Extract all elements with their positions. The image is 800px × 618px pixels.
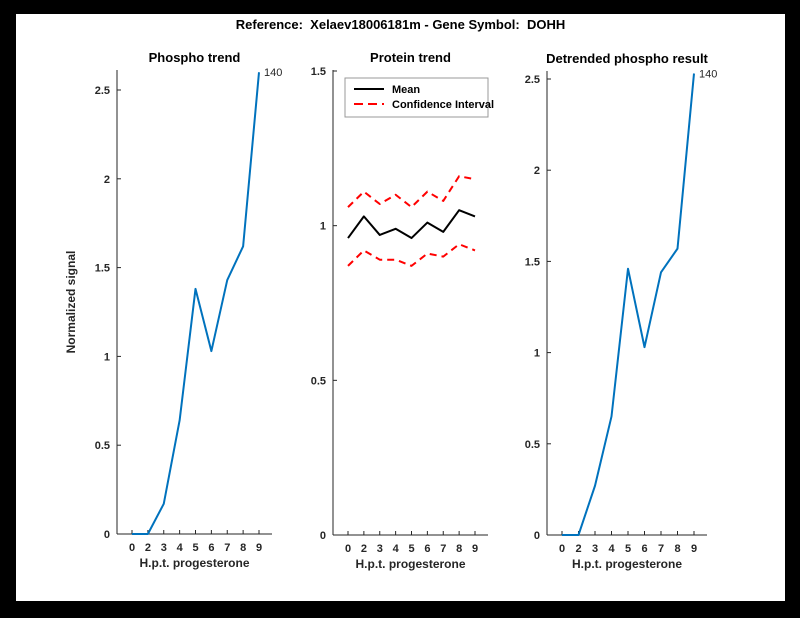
x-tick-label: 4 xyxy=(608,543,615,555)
x-tick-label: 9 xyxy=(472,543,478,555)
x-tick-label: 6 xyxy=(641,543,647,555)
series-line-detrended-phospho-signal xyxy=(562,73,695,536)
y-tick-label: 1 xyxy=(104,351,110,363)
x-tick-label: 3 xyxy=(592,543,598,555)
x-tick-label: 6 xyxy=(208,542,214,554)
x-tick-label: 5 xyxy=(625,543,631,555)
y-tick-label: 2 xyxy=(104,174,110,186)
line-end-annotation: 140 xyxy=(699,69,717,81)
y-tick-label: 0.5 xyxy=(525,439,540,451)
y-tick-label: 2 xyxy=(534,165,540,177)
y-tick-label: 1.5 xyxy=(311,66,326,78)
x-tick-label: 7 xyxy=(224,542,230,554)
x-tick-label: 7 xyxy=(440,543,446,555)
y-tick-label: 2.5 xyxy=(525,74,540,86)
x-tick-label: 2 xyxy=(145,542,151,554)
x-tick-label: 0 xyxy=(345,543,351,555)
y-tick-label: 0 xyxy=(320,530,326,542)
x-tick-label: 7 xyxy=(658,543,664,555)
x-tick-label: 0 xyxy=(559,543,565,555)
x-tick-label: 6 xyxy=(424,543,430,555)
series-line-mean xyxy=(347,209,476,240)
x-tick-label: 8 xyxy=(674,543,680,555)
x-tick-label: 2 xyxy=(361,543,367,555)
y-tick-label: 1 xyxy=(534,348,540,360)
series-line-phospho-signal xyxy=(132,72,260,535)
subplot-title: Phospho trend xyxy=(149,50,241,65)
series-line-confidence-interval-upper xyxy=(347,175,476,209)
x-tick-label: 3 xyxy=(377,543,383,555)
subplot-title: Detrended phospho result xyxy=(546,51,708,66)
y-tick-label: 1.5 xyxy=(525,256,540,268)
x-axis-label: H.p.t. progesterone xyxy=(355,557,465,571)
legend-label: Mean xyxy=(392,84,420,96)
x-tick-label: 4 xyxy=(177,542,184,554)
y-tick-label: 2.5 xyxy=(95,85,110,97)
x-tick-label: 2 xyxy=(575,543,581,555)
subplot-title: Protein trend xyxy=(370,50,451,65)
x-tick-label: 5 xyxy=(408,543,414,555)
figure-title: Reference: Xelaev18006181m - Gene Symbol… xyxy=(235,17,566,32)
y-tick-label: 1 xyxy=(320,221,326,233)
y-tick-label: 0 xyxy=(534,530,540,542)
y-tick-label: 0 xyxy=(104,529,110,541)
y-tick-label: 0.5 xyxy=(311,375,326,387)
y-axis-label: Normalized signal xyxy=(64,251,78,354)
legend-box xyxy=(344,77,489,118)
x-tick-label: 8 xyxy=(456,543,462,555)
series-line-confidence-interval-lower xyxy=(347,243,476,267)
y-tick-label: 0.5 xyxy=(95,440,110,452)
x-tick-label: 0 xyxy=(129,542,135,554)
line-end-annotation: 140 xyxy=(264,67,282,79)
x-tick-label: 3 xyxy=(161,542,167,554)
legend-label: Confidence Interval xyxy=(392,99,494,111)
x-tick-label: 8 xyxy=(240,542,246,554)
x-axis-label: H.p.t. progesterone xyxy=(139,556,249,570)
x-tick-label: 9 xyxy=(256,542,262,554)
x-tick-label: 5 xyxy=(192,542,198,554)
y-tick-label: 1.5 xyxy=(95,263,110,275)
x-tick-label: 9 xyxy=(691,543,697,555)
x-axis-label: H.p.t. progesterone xyxy=(572,557,682,571)
x-tick-label: 4 xyxy=(393,543,400,555)
